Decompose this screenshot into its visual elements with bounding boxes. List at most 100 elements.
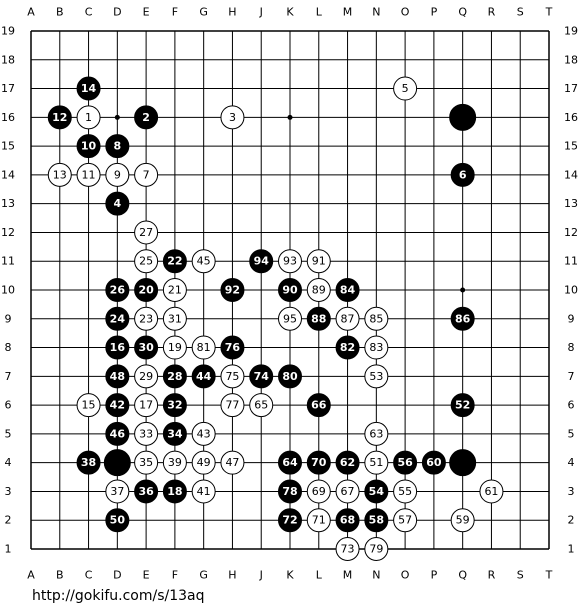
white-stone xyxy=(47,162,72,187)
column-label: M xyxy=(343,6,353,19)
move-number: 53 xyxy=(369,370,383,383)
column-label: B xyxy=(56,6,64,19)
black-stone xyxy=(105,335,130,360)
move-number: 65 xyxy=(254,399,268,412)
move-number: 84 xyxy=(340,284,356,297)
move-number: 23 xyxy=(139,312,153,325)
move-number: 61 xyxy=(484,485,498,498)
white-stone xyxy=(335,537,360,561)
white-stone xyxy=(134,364,159,389)
white-stone xyxy=(306,278,331,302)
row-label: 19 xyxy=(564,25,578,38)
row-label: 1 xyxy=(568,543,575,556)
row-label: 4 xyxy=(5,456,12,469)
row-label: 17 xyxy=(564,82,578,95)
column-label: G xyxy=(199,569,208,582)
black-stone xyxy=(105,421,130,446)
move-number: 57 xyxy=(398,514,412,527)
black-stone xyxy=(134,278,159,302)
column-label: F xyxy=(172,6,178,19)
black-stone xyxy=(335,335,360,360)
move-number: 33 xyxy=(139,427,153,440)
row-label: 12 xyxy=(564,226,578,239)
white-stone xyxy=(134,306,159,331)
row-label: 2 xyxy=(5,514,12,527)
move-number: 89 xyxy=(312,284,326,297)
move-number: 68 xyxy=(340,514,355,527)
white-stone xyxy=(76,162,101,187)
row-label: 9 xyxy=(5,312,12,325)
column-label: T xyxy=(545,569,553,582)
row-label: 15 xyxy=(1,140,15,153)
white-stone xyxy=(278,306,302,331)
column-label: H xyxy=(228,6,236,19)
row-label: 9 xyxy=(568,312,575,325)
black-stone xyxy=(364,508,389,533)
row-label: 10 xyxy=(1,284,15,297)
row-label: 15 xyxy=(564,140,578,153)
row-label: 18 xyxy=(564,53,578,66)
move-number: 82 xyxy=(340,341,355,354)
move-number: 10 xyxy=(81,140,97,153)
black-stone xyxy=(105,306,130,331)
column-label: S xyxy=(517,6,524,19)
move-number: 83 xyxy=(369,341,383,354)
star-point xyxy=(114,114,120,120)
row-label: 11 xyxy=(564,255,578,268)
move-number: 26 xyxy=(110,284,126,297)
row-label: 3 xyxy=(5,485,12,498)
move-number: 4 xyxy=(114,197,122,210)
move-number: 94 xyxy=(254,255,270,268)
move-number: 80 xyxy=(282,370,298,383)
row-label: 16 xyxy=(564,111,578,124)
black-stone xyxy=(220,278,245,302)
move-number: 76 xyxy=(225,341,241,354)
move-number: 51 xyxy=(369,456,383,469)
black-stone xyxy=(162,364,187,389)
black-stone xyxy=(191,364,216,389)
black-stone xyxy=(105,278,130,302)
column-label: S xyxy=(517,569,524,582)
move-number: 24 xyxy=(110,312,126,325)
black-stone xyxy=(162,393,187,418)
move-number: 48 xyxy=(110,370,125,383)
white-stone xyxy=(191,450,216,475)
move-number: 35 xyxy=(139,456,153,469)
white-stone xyxy=(162,278,187,302)
black-stone xyxy=(335,450,360,475)
move-number: 29 xyxy=(139,370,153,383)
row-label: 5 xyxy=(568,427,575,440)
move-number: 44 xyxy=(196,370,212,383)
move-number: 34 xyxy=(167,427,183,440)
move-number: 79 xyxy=(369,543,383,556)
black-stone xyxy=(278,364,302,389)
move-number: 2 xyxy=(142,111,150,124)
black-stone xyxy=(249,364,274,389)
black-stone xyxy=(105,134,130,159)
column-label: D xyxy=(113,569,121,582)
move-number: 52 xyxy=(455,399,470,412)
white-stone xyxy=(393,508,418,533)
move-number: 77 xyxy=(225,399,239,412)
black-stone xyxy=(364,479,389,504)
move-number: 49 xyxy=(197,456,211,469)
white-stone xyxy=(191,335,216,360)
white-stone xyxy=(220,393,245,418)
black-stone xyxy=(105,508,130,533)
move-number: 93 xyxy=(283,255,297,268)
column-label: O xyxy=(401,569,410,582)
white-stone xyxy=(364,537,389,561)
move-number: 19 xyxy=(168,341,182,354)
move-number: 17 xyxy=(139,399,153,412)
black-stone xyxy=(421,450,446,475)
white-stone xyxy=(364,450,389,475)
black-stone xyxy=(306,306,331,331)
move-number: 12 xyxy=(52,111,67,124)
white-stone xyxy=(220,364,245,389)
column-label: C xyxy=(85,6,93,19)
black-stone xyxy=(449,449,477,477)
column-label: A xyxy=(27,6,35,19)
move-number: 22 xyxy=(167,255,182,268)
column-label: P xyxy=(431,569,438,582)
